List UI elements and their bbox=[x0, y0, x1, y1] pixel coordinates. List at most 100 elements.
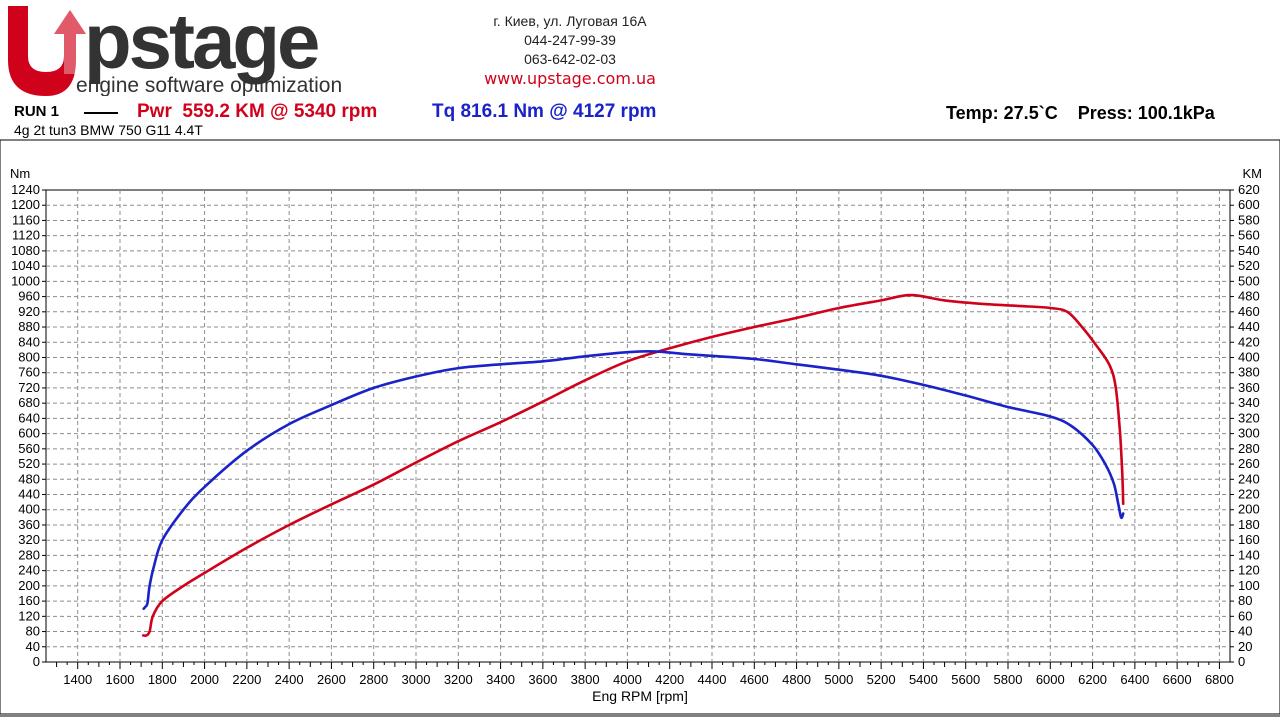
vehicle-description: 4g 2t tun3 BMW 750 G11 4.4T bbox=[14, 122, 203, 138]
test-conditions: Temp: 27.5`C Press: 100.1kPa bbox=[946, 103, 1215, 123]
y-tick-label-left: 360 bbox=[18, 517, 40, 532]
y-tick-label-right: 540 bbox=[1238, 243, 1260, 258]
y-tick-label-left: 760 bbox=[18, 365, 40, 380]
y-tick-label-right: 520 bbox=[1238, 258, 1260, 273]
y-tick-label-right: 420 bbox=[1238, 334, 1260, 349]
x-tick-label: 2400 bbox=[275, 672, 304, 687]
y-tick-label-left: 480 bbox=[18, 471, 40, 486]
y-tick-label-right: 440 bbox=[1238, 319, 1260, 334]
torque-summary: Tq 816.1 Nm @ 4127 rpm bbox=[432, 101, 657, 122]
y-tick-label-left: 1080 bbox=[11, 243, 40, 258]
x-tick-label: 1800 bbox=[148, 672, 177, 687]
y-tick-label-right: 180 bbox=[1238, 517, 1260, 532]
x-tick-label: 3400 bbox=[486, 672, 515, 687]
x-tick-label: 3000 bbox=[402, 672, 431, 687]
y-tick-label-right: 400 bbox=[1238, 349, 1260, 364]
y-tick-label-left: 880 bbox=[18, 319, 40, 334]
y-tick-label-right: 20 bbox=[1238, 639, 1252, 654]
y-tick-label-left: 1200 bbox=[11, 197, 40, 212]
y-tick-label-right: 260 bbox=[1238, 456, 1260, 471]
y-tick-label-right: 480 bbox=[1238, 289, 1260, 304]
y-tick-label-right: 380 bbox=[1238, 365, 1260, 380]
y-tick-label-left: 840 bbox=[18, 334, 40, 349]
x-tick-label: 4400 bbox=[698, 672, 727, 687]
chart-grid bbox=[45, 189, 1231, 663]
upstage-logo: pstage engine software optimization bbox=[8, 4, 342, 96]
y-tick-label-right: 300 bbox=[1238, 426, 1260, 441]
y-tick-label-right: 560 bbox=[1238, 228, 1260, 243]
y-tick-label-left: 600 bbox=[18, 426, 40, 441]
y-tick-label-left: 560 bbox=[18, 441, 40, 456]
y-tick-label-right: 40 bbox=[1238, 624, 1252, 639]
x-tick-label: 4000 bbox=[613, 672, 642, 687]
y-tick-label-left: 80 bbox=[26, 624, 40, 639]
x-tick-label: 4800 bbox=[782, 672, 811, 687]
y-tick-label-left: 960 bbox=[18, 289, 40, 304]
y-tick-label-left: 1240 bbox=[11, 182, 40, 197]
y-tick-label-left: 800 bbox=[18, 349, 40, 364]
y-tick-label-right: 240 bbox=[1238, 471, 1260, 486]
plot-border bbox=[45, 189, 1231, 663]
y-tick-label-right: 100 bbox=[1238, 578, 1260, 593]
y-axis-right-label: KM bbox=[1243, 166, 1263, 181]
website-link[interactable]: www.upstage.com.ua bbox=[484, 69, 656, 88]
y-tick-label-left: 280 bbox=[18, 547, 40, 562]
y-tick-label-left: 1160 bbox=[12, 212, 40, 227]
x-tick-label: 2600 bbox=[317, 672, 346, 687]
x-tick-label: 6000 bbox=[1036, 672, 1065, 687]
x-tick-label: 5800 bbox=[994, 672, 1023, 687]
y-tick-label-right: 320 bbox=[1238, 410, 1260, 425]
y-tick-label-left: 720 bbox=[18, 380, 40, 395]
y-tick-label-left: 640 bbox=[18, 410, 40, 425]
y-tick-label-right: 140 bbox=[1238, 547, 1260, 562]
phone-2: 063-642-02-03 bbox=[524, 51, 616, 67]
x-tick-label: 6800 bbox=[1205, 672, 1234, 687]
x-tick-label: 1400 bbox=[63, 672, 92, 687]
x-tick-label: 5200 bbox=[867, 672, 896, 687]
power-summary: Pwr 559.2 KM @ 5340 rpm bbox=[137, 101, 378, 122]
y-tick-label-right: 200 bbox=[1238, 502, 1260, 517]
y-tick-label-right: 60 bbox=[1238, 608, 1252, 623]
y-tick-label-right: 360 bbox=[1238, 380, 1260, 395]
x-tick-label: 5600 bbox=[951, 672, 980, 687]
x-tick-label: 3600 bbox=[528, 672, 557, 687]
y-tick-label-right: 220 bbox=[1238, 487, 1260, 502]
power-curve bbox=[142, 293, 1125, 637]
y-tick-label-right: 80 bbox=[1238, 593, 1252, 608]
run-label: RUN 1 bbox=[14, 103, 60, 120]
x-tick-label: 2000 bbox=[190, 672, 219, 687]
tagline: engine software optimization bbox=[76, 74, 342, 96]
x-tick-label: 5400 bbox=[909, 672, 938, 687]
y-tick-label-left: 240 bbox=[18, 563, 40, 578]
y-tick-label-left: 920 bbox=[18, 304, 40, 319]
y-tick-label-right: 580 bbox=[1238, 212, 1260, 227]
x-tick-label: 1600 bbox=[106, 672, 135, 687]
y-tick-label-left: 400 bbox=[18, 502, 40, 517]
x-tick-label: 6200 bbox=[1078, 672, 1107, 687]
y-tick-label-right: 160 bbox=[1238, 532, 1260, 547]
y-tick-label-left: 40 bbox=[26, 639, 40, 654]
y-tick-label-right: 460 bbox=[1238, 304, 1260, 319]
x-tick-label: 3800 bbox=[571, 672, 600, 687]
y-tick-label-right: 600 bbox=[1238, 197, 1260, 212]
y-tick-label-left: 120 bbox=[18, 608, 40, 623]
y-tick-label-left: 520 bbox=[18, 456, 40, 471]
y-tick-label-left: 440 bbox=[18, 487, 40, 502]
y-tick-label-right: 500 bbox=[1238, 273, 1260, 288]
y-tick-label-right: 620 bbox=[1238, 182, 1260, 197]
y-tick-label-right: 120 bbox=[1238, 563, 1260, 578]
address: г. Киев, ул. Луговая 16А bbox=[493, 13, 647, 29]
y-tick-label-left: 1000 bbox=[11, 273, 40, 288]
phone-1: 044-247-99-39 bbox=[524, 32, 616, 48]
contact-block: г. Киев, ул. Луговая 16А 044-247-99-39 0… bbox=[440, 12, 700, 88]
y-tick-label-left: 1120 bbox=[12, 228, 40, 243]
x-tick-label: 4600 bbox=[740, 672, 769, 687]
x-tick-label: 2200 bbox=[232, 672, 261, 687]
chart-curves bbox=[142, 293, 1125, 637]
x-tick-label: 5000 bbox=[824, 672, 853, 687]
x-tick-label: 6400 bbox=[1120, 672, 1149, 687]
y-tick-label-left: 1040 bbox=[11, 258, 40, 273]
y-tick-label-left: 680 bbox=[18, 395, 40, 410]
